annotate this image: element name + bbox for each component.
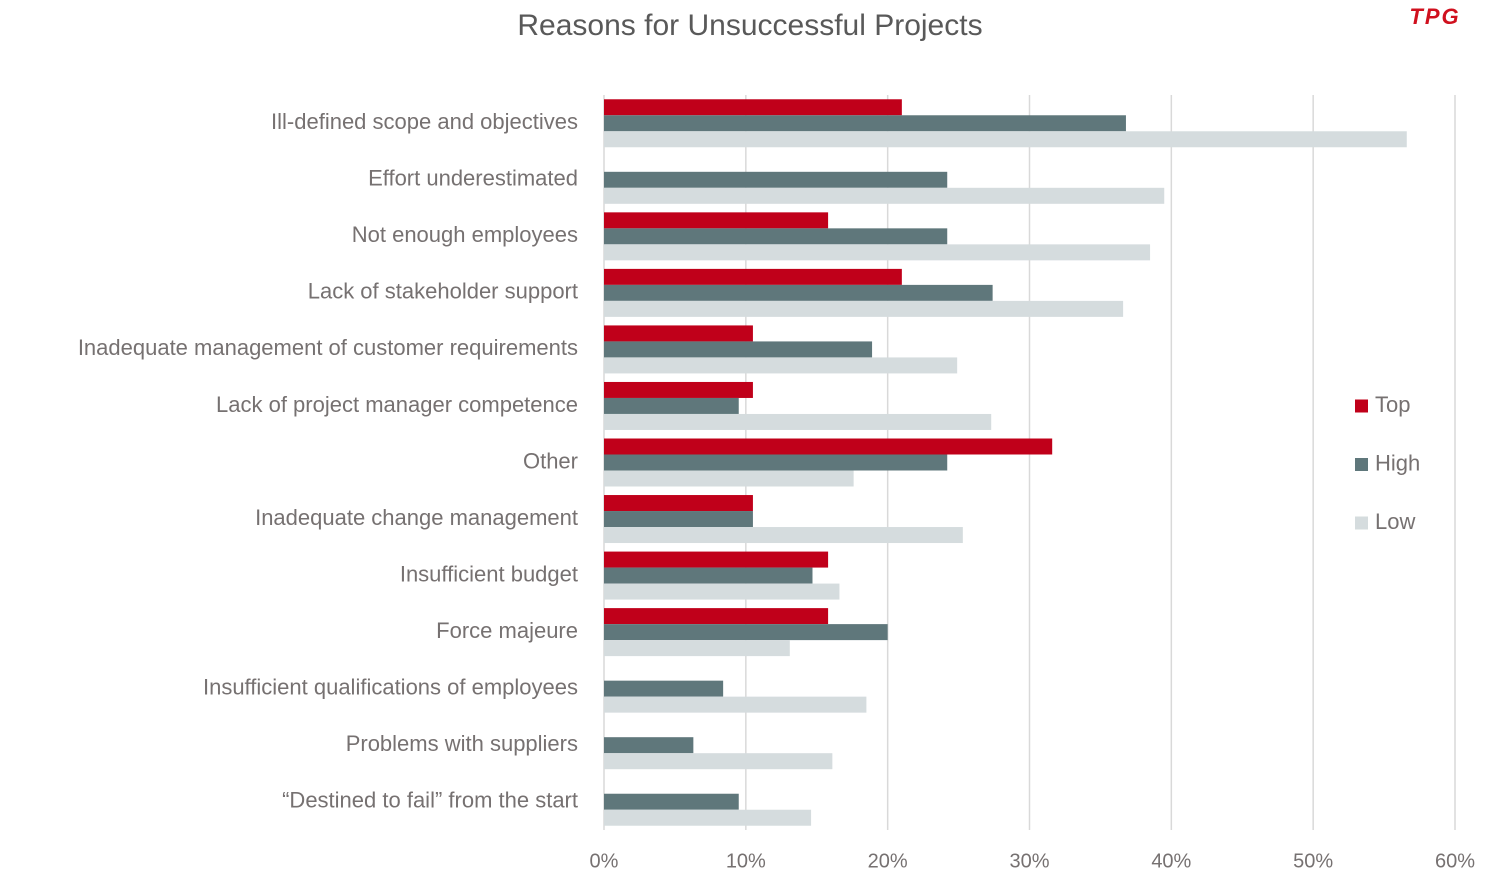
y-tick-label: Not enough employees	[352, 222, 578, 247]
bar	[604, 325, 753, 342]
bar	[604, 753, 833, 770]
bar	[604, 228, 948, 245]
bar	[604, 495, 753, 512]
bar	[604, 624, 888, 641]
bar	[604, 131, 1407, 148]
x-tick-label: 40%	[1151, 850, 1191, 872]
bar	[604, 171, 948, 188]
bar	[604, 99, 902, 116]
bar	[604, 511, 753, 528]
bar	[604, 268, 902, 285]
bar	[604, 438, 1053, 455]
bar	[604, 397, 739, 414]
legend-swatch	[1355, 516, 1368, 530]
y-tick-label: “Destined to fail” from the start	[282, 788, 578, 813]
y-tick-label: Inadequate management of customer requir…	[78, 335, 578, 360]
y-tick-label: Lack of project manager competence	[216, 392, 578, 417]
y-tick-label: Force majeure	[436, 618, 578, 643]
y-tick-label: Lack of stakeholder support	[308, 279, 578, 304]
bar	[604, 212, 829, 229]
bar	[604, 300, 1124, 317]
y-tick-label: Other	[523, 448, 578, 473]
bar	[604, 284, 993, 301]
y-tick-label: Ill-defined scope and objectives	[271, 109, 578, 134]
bar	[604, 608, 829, 625]
bar	[604, 809, 812, 826]
x-tick-label: 10%	[726, 850, 766, 872]
bar	[604, 244, 1151, 261]
x-tick-label: 0%	[590, 850, 619, 872]
bar	[604, 454, 948, 471]
bar	[604, 115, 1126, 132]
chart-title: Reasons for Unsuccessful Projects	[517, 9, 982, 42]
logo: TPG	[1409, 4, 1460, 29]
x-tick-label: 20%	[868, 850, 908, 872]
bar	[604, 381, 753, 398]
x-tick-label: 50%	[1293, 850, 1333, 872]
bar	[604, 793, 739, 810]
y-tick-label: Problems with suppliers	[346, 731, 578, 756]
y-tick-label: Inadequate change management	[255, 505, 578, 530]
bar	[604, 640, 790, 657]
y-tick-label: Insufficient qualifications of employees	[203, 674, 578, 699]
bar	[604, 357, 958, 374]
bar	[604, 341, 873, 358]
x-tick-label: 30%	[1009, 850, 1049, 872]
bar	[604, 696, 867, 713]
legend-label: Low	[1375, 509, 1415, 534]
bar	[604, 567, 813, 584]
legend-swatch	[1355, 399, 1368, 413]
x-tick-label: 60%	[1435, 850, 1475, 872]
bar	[604, 187, 1165, 204]
bar	[604, 527, 963, 544]
legend-swatch	[1355, 458, 1368, 471]
y-tick-label: Insufficient budget	[400, 561, 578, 586]
bar	[604, 680, 724, 697]
bar	[604, 551, 829, 568]
bar	[604, 583, 840, 600]
bar	[604, 737, 694, 754]
bar	[604, 413, 992, 430]
bar	[604, 470, 854, 487]
y-tick-label: Effort underestimated	[368, 166, 578, 191]
legend-label: Top	[1375, 392, 1410, 417]
legend-label: High	[1375, 450, 1420, 475]
